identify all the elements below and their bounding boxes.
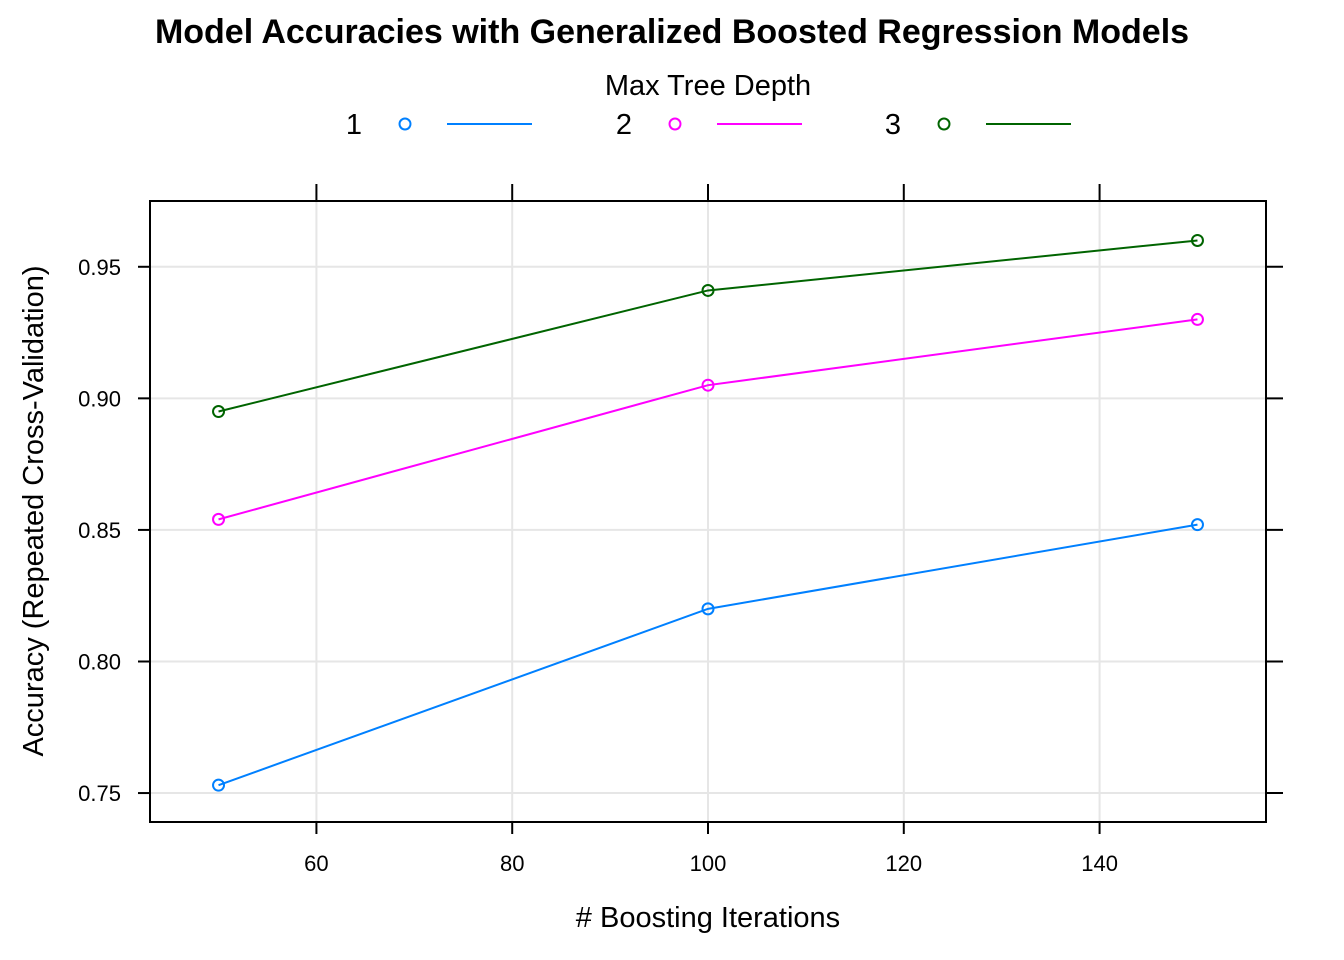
chart-title: Model Accuracies with Generalized Booste…	[155, 13, 1189, 51]
legend-marker-2	[668, 117, 682, 131]
series-line-3	[218, 239, 1198, 413]
data-point	[701, 602, 715, 616]
series-group	[212, 233, 1204, 792]
data-point	[1190, 518, 1204, 532]
y-tick-label: 0.95	[78, 255, 121, 280]
y-tick-label: 0.75	[78, 781, 121, 806]
legend-label-1: 1	[346, 109, 362, 141]
x-tick-label: 80	[500, 851, 524, 876]
legend-title: Max Tree Depth	[605, 70, 811, 102]
x-tick-label: 120	[885, 851, 922, 876]
axis-ticks: 60 80 100 120 140 0.75 0.80 0.85 0.90 0.95	[78, 184, 1283, 876]
legend-label-2: 2	[616, 109, 632, 141]
y-tick-label: 0.80	[78, 649, 121, 674]
legend-marker-1	[398, 117, 412, 131]
y-tick-label: 0.90	[78, 386, 121, 411]
x-tick-label: 140	[1081, 851, 1118, 876]
legend: 1 2 3	[346, 109, 1071, 141]
data-point	[212, 778, 226, 792]
grid	[150, 201, 1266, 822]
x-tick-label: 100	[690, 851, 727, 876]
legend-label-3: 3	[885, 109, 901, 141]
data-point	[701, 283, 715, 297]
data-point	[1190, 312, 1204, 326]
legend-marker-3	[937, 117, 951, 131]
x-tick-label: 60	[304, 851, 328, 876]
series-line-1	[218, 523, 1198, 787]
data-point	[701, 378, 715, 392]
data-point	[212, 405, 226, 419]
y-tick-label: 0.85	[78, 518, 121, 543]
x-axis-label: # Boosting Iterations	[576, 902, 840, 934]
data-point	[1190, 233, 1204, 247]
series-line-2	[218, 318, 1198, 521]
data-point	[212, 512, 226, 526]
y-axis-label: Accuracy (Repeated Cross-Validation)	[18, 265, 50, 756]
